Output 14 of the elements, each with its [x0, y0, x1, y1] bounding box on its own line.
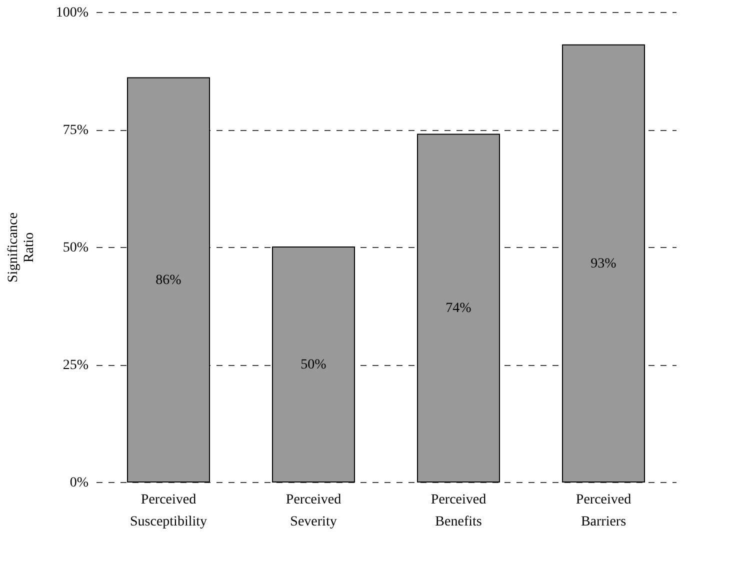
x-tick-label: Perceived Susceptibility: [130, 492, 207, 530]
y-tick-label: 100%: [56, 6, 89, 20]
x-tick-label: Perceived Benefits: [430, 492, 486, 530]
data-label: 74%: [446, 301, 472, 316]
y-axis-title: Significance Ratio: [6, 212, 37, 282]
y-tick-label: 0%: [70, 476, 89, 490]
x-tick-label: Perceived Barriers: [576, 492, 632, 530]
y-tick-label: 25%: [62, 358, 89, 373]
y-tick-label: 75%: [62, 123, 89, 138]
y-tick-label: 50%: [62, 240, 89, 256]
data-label: 86%: [156, 272, 182, 288]
data-label: 93%: [590, 256, 617, 272]
data-label: 50%: [300, 358, 327, 372]
x-tick-label: Perceived Severity: [286, 492, 342, 530]
